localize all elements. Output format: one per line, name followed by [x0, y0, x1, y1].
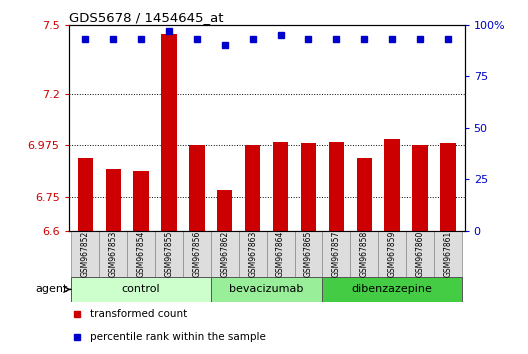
Bar: [301, 143, 316, 231]
Bar: [183, 231, 211, 277]
Bar: [217, 190, 232, 231]
Text: dibenzazepine: dibenzazepine: [352, 284, 432, 295]
Text: GSM967861: GSM967861: [444, 231, 452, 277]
Bar: [239, 231, 267, 277]
Text: GSM967858: GSM967858: [360, 231, 369, 277]
Text: control: control: [122, 284, 161, 295]
Bar: [71, 231, 99, 277]
Text: GSM967859: GSM967859: [388, 231, 397, 277]
Bar: [211, 277, 323, 302]
Bar: [356, 158, 372, 231]
Bar: [189, 145, 204, 231]
Bar: [78, 158, 93, 231]
Text: GSM967857: GSM967857: [332, 231, 341, 277]
Text: GSM967863: GSM967863: [248, 231, 257, 277]
Text: GSM967862: GSM967862: [220, 231, 229, 277]
Bar: [323, 277, 462, 302]
Bar: [71, 277, 211, 302]
Bar: [134, 171, 149, 231]
Bar: [267, 231, 295, 277]
Text: GDS5678 / 1454645_at: GDS5678 / 1454645_at: [69, 11, 223, 24]
Bar: [211, 231, 239, 277]
Text: GSM967860: GSM967860: [416, 231, 425, 277]
Bar: [99, 231, 127, 277]
Text: GSM967854: GSM967854: [137, 231, 146, 277]
Text: transformed count: transformed count: [90, 309, 187, 319]
Bar: [273, 142, 288, 231]
Bar: [440, 143, 456, 231]
Text: percentile rank within the sample: percentile rank within the sample: [90, 332, 266, 342]
Text: GSM967856: GSM967856: [192, 231, 201, 277]
Bar: [384, 139, 400, 231]
Bar: [378, 231, 406, 277]
Bar: [245, 145, 260, 231]
Bar: [329, 142, 344, 231]
Text: GSM967865: GSM967865: [304, 231, 313, 277]
Bar: [434, 231, 462, 277]
Bar: [162, 34, 177, 231]
Bar: [127, 231, 155, 277]
Bar: [406, 231, 434, 277]
Bar: [155, 231, 183, 277]
Text: GSM967852: GSM967852: [81, 231, 90, 277]
Text: bevacizumab: bevacizumab: [230, 284, 304, 295]
Text: agent: agent: [36, 284, 68, 295]
Bar: [106, 169, 121, 231]
Text: GSM967853: GSM967853: [109, 231, 118, 277]
Bar: [350, 231, 378, 277]
Bar: [323, 231, 350, 277]
Text: GSM967855: GSM967855: [165, 231, 174, 277]
Bar: [412, 145, 428, 231]
Bar: [295, 231, 323, 277]
Text: GSM967864: GSM967864: [276, 231, 285, 277]
